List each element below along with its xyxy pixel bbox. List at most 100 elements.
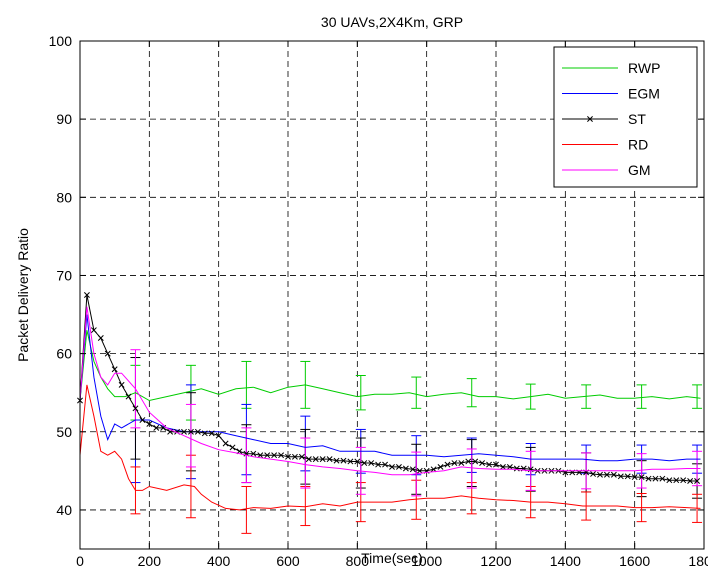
y-tick-label: 50 (56, 424, 72, 440)
x-tick-label: 1000 (411, 553, 442, 568)
data-point-st (666, 477, 673, 484)
legend-label: ST (628, 111, 646, 127)
data-point-st (298, 453, 305, 460)
data-point-st (597, 471, 603, 478)
x-tick-label: 800 (346, 553, 370, 568)
data-point-st (451, 460, 458, 466)
x-tick-label: 1400 (550, 553, 581, 568)
data-point-st (652, 475, 659, 482)
error-bar-rwp (411, 376, 422, 409)
data-point-st (638, 474, 645, 481)
data-point-st (610, 471, 617, 478)
data-point-st (271, 452, 278, 459)
legend-label: RD (628, 137, 648, 153)
data-point-st (645, 475, 652, 482)
data-point-st (590, 471, 597, 477)
data-point-st (278, 452, 285, 459)
error-bar-rd (241, 485, 252, 534)
data-point-st (375, 461, 382, 468)
data-point-st (181, 428, 187, 435)
data-point-st (479, 460, 486, 466)
x-tick-label: 1600 (619, 553, 650, 568)
data-point-st (187, 428, 194, 435)
y-tick-label: 100 (49, 33, 73, 49)
error-bar-rwp (355, 374, 366, 411)
data-point-st (146, 421, 153, 427)
error-bar-gm (185, 403, 196, 468)
data-point-st (382, 461, 389, 468)
data-point-st (493, 461, 499, 468)
legend-item-rd: RD (562, 137, 648, 153)
data-point-st (90, 327, 97, 334)
grid-lines (80, 41, 704, 549)
data-point-st (229, 444, 236, 451)
legend-box (553, 46, 698, 188)
data-point-st (354, 458, 361, 465)
data-point-st (472, 458, 479, 465)
data-point-st (416, 467, 423, 474)
data-point-st (680, 477, 687, 484)
data-point-st (499, 463, 506, 470)
data-point-st (465, 458, 472, 465)
legend-item-st: ST (562, 111, 646, 127)
data-point-st (97, 335, 104, 341)
data-point-st (104, 350, 111, 357)
data-point-st (312, 456, 319, 463)
axis-ticks: 0 200 400 600 800 1000 1200 1400 1600 1800 40 50 60 7… (49, 33, 708, 569)
series-line-rd (79, 384, 701, 511)
data-point-st (624, 473, 631, 480)
legend-label: RWP (628, 60, 660, 76)
data-point-st (291, 453, 298, 460)
y-tick-label: 70 (56, 267, 72, 283)
data-point-st (215, 432, 222, 439)
error-bar-rwp (636, 384, 647, 409)
data-point-st (257, 452, 264, 459)
data-point-st (486, 461, 493, 468)
error-bar-rwp (466, 378, 477, 408)
data-point-st (132, 405, 139, 412)
y-tick-label: 80 (56, 189, 72, 205)
data-point-st (409, 466, 416, 473)
x-tick-label: 1200 (480, 553, 511, 568)
data-point-st (694, 478, 701, 484)
data-point-st (389, 463, 395, 470)
data-point-st (347, 458, 354, 465)
y-tick-label: 60 (56, 346, 72, 362)
data-point-st (506, 463, 513, 470)
data-point-st (361, 460, 368, 466)
data-point-st (83, 292, 90, 298)
data-point-st (319, 456, 326, 463)
data-point-st (673, 477, 680, 484)
data-point-st (617, 473, 624, 480)
data-point-st (222, 440, 229, 447)
data-point-st (208, 430, 215, 437)
series-lines (77, 292, 701, 511)
legend-label: GM (628, 162, 651, 178)
data-point-st (333, 457, 340, 464)
data-point-st (603, 471, 610, 478)
x-axis-label: Time(sec) (361, 550, 423, 566)
legend-label: EGM (628, 86, 660, 102)
data-point-st (201, 430, 208, 437)
data-point-st (687, 478, 694, 484)
data-point-st (118, 381, 125, 388)
data-point-st (125, 393, 132, 400)
data-point-st (458, 460, 465, 466)
chart-title: 30 UAVs,2X4Km, GRP (321, 14, 463, 30)
series-line-rwp (79, 330, 701, 402)
series-line-egm (79, 314, 701, 462)
data-point-st (395, 463, 402, 470)
data-point-st (285, 453, 291, 460)
legend-marker (587, 116, 593, 122)
x-tick-label: 600 (276, 553, 300, 568)
series-line-gm (79, 306, 701, 476)
data-point-st (264, 452, 271, 459)
legend-item-rwp: RWP (562, 60, 660, 76)
data-point-st (444, 461, 451, 468)
y-axis-label: Packet Delivery Ratio (15, 228, 31, 362)
data-point-st (631, 474, 638, 481)
x-tick-label: 200 (138, 553, 162, 568)
data-point-st (437, 463, 444, 470)
